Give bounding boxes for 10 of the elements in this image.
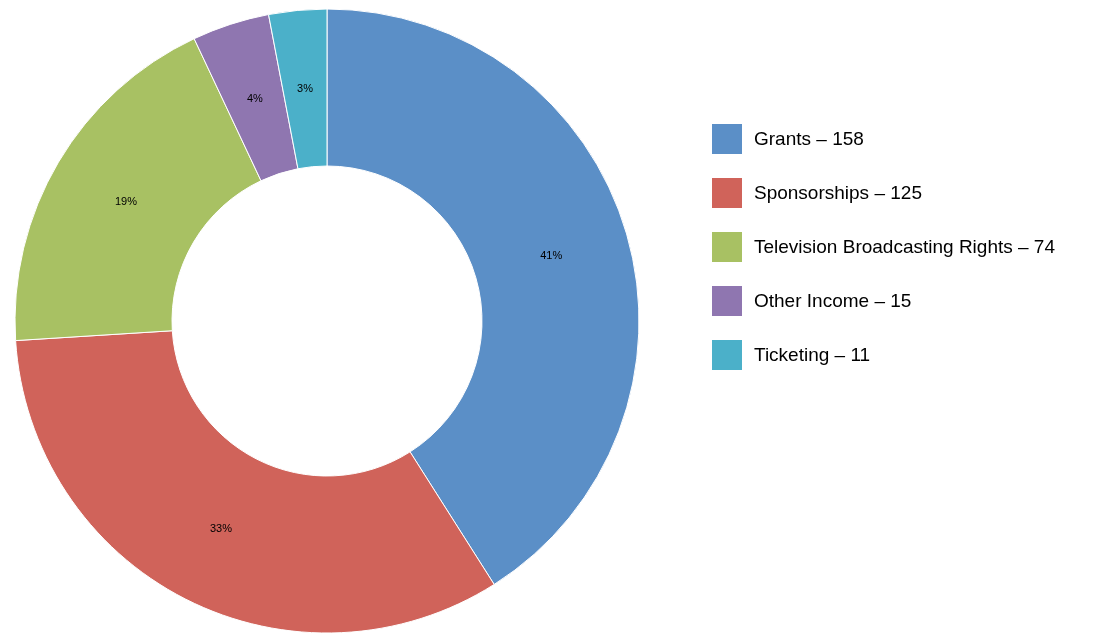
data-label: 3% (297, 81, 314, 94)
data-label: 4% (246, 91, 264, 104)
legend-label: Grants – 158 (754, 128, 864, 149)
legend-label: Sponsorships – 125 (754, 182, 922, 203)
legend-label: Television Broadcasting Rights – 74 (754, 236, 1056, 257)
legend-label: Other Income – 15 (754, 290, 912, 311)
data-label: 41% (540, 248, 563, 261)
data-label: 19% (115, 195, 138, 208)
legend-label: Ticketing – 11 (754, 344, 871, 365)
data-label: 33% (209, 522, 233, 535)
